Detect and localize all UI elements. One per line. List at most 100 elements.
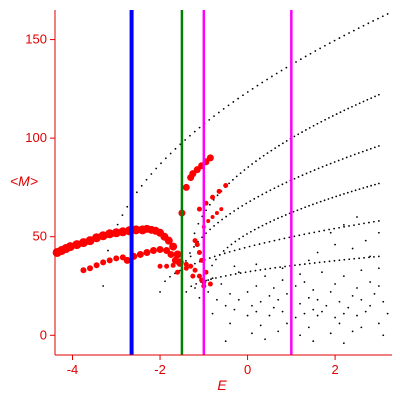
data-point	[255, 310, 258, 313]
red-data-point	[171, 256, 179, 264]
data-point	[257, 195, 260, 198]
data-point	[217, 221, 219, 224]
data-point	[304, 55, 307, 58]
red-data-point	[190, 273, 196, 279]
data-point	[366, 185, 369, 188]
data-point	[339, 111, 342, 114]
data-point	[249, 230, 252, 233]
data-point	[207, 291, 210, 293]
data-point	[259, 269, 262, 271]
data-point	[377, 255, 380, 258]
data-point	[313, 169, 316, 171]
data-point	[286, 292, 288, 295]
data-point	[102, 285, 105, 287]
red-data-point	[188, 263, 194, 269]
data-point	[294, 285, 297, 287]
data-point	[301, 174, 304, 177]
data-point	[244, 271, 247, 274]
data-point	[261, 81, 264, 84]
red-data-point	[80, 267, 87, 274]
data-point	[265, 222, 268, 225]
red-data-point	[119, 254, 126, 261]
data-point	[334, 283, 337, 285]
data-point	[223, 252, 226, 255]
data-point	[358, 223, 360, 226]
data-point	[193, 262, 196, 265]
red-data-point	[210, 194, 216, 200]
red-data-point	[113, 255, 120, 262]
data-point	[357, 27, 360, 30]
data-point	[382, 300, 385, 303]
data-point	[278, 144, 280, 147]
data-point	[237, 97, 240, 100]
data-point	[258, 243, 261, 245]
data-point	[268, 294, 271, 297]
data-point	[343, 34, 346, 37]
data-point	[272, 287, 275, 289]
data-point	[294, 264, 296, 267]
data-point	[377, 93, 380, 96]
data-point	[237, 207, 240, 210]
data-point	[348, 225, 350, 227]
data-point	[256, 84, 259, 87]
data-point	[220, 283, 223, 285]
data-point	[352, 29, 355, 32]
data-point	[349, 155, 352, 157]
data-point	[190, 285, 193, 288]
data-point	[338, 322, 341, 325]
data-point	[288, 236, 291, 239]
x-axis-label: E	[217, 377, 227, 393]
data-point	[361, 150, 364, 153]
data-point	[348, 32, 350, 34]
data-point	[338, 37, 341, 39]
red-data-point	[214, 211, 219, 216]
data-point	[185, 260, 187, 262]
red-data-point	[210, 215, 215, 219]
data-point	[313, 262, 316, 264]
data-point	[382, 334, 385, 337]
data-point	[164, 280, 166, 283]
data-point	[274, 266, 277, 269]
data-point	[372, 20, 375, 22]
data-point	[351, 247, 354, 250]
data-point	[298, 263, 301, 266]
data-point	[169, 152, 172, 155]
red-data-point	[156, 246, 164, 254]
data-point	[307, 296, 310, 299]
data-point	[327, 198, 330, 200]
red-data-point	[206, 218, 211, 223]
data-point	[353, 257, 356, 260]
data-point	[334, 243, 337, 246]
red-data-point	[100, 259, 107, 266]
data-point	[121, 214, 124, 217]
data-point	[286, 322, 288, 325]
data-point	[373, 255, 375, 258]
data-point	[270, 149, 273, 152]
data-point	[281, 310, 284, 313]
data-point	[273, 187, 276, 190]
data-point	[279, 266, 282, 269]
data-point	[277, 298, 280, 301]
data-point	[346, 191, 349, 194]
data-point	[331, 115, 334, 117]
data-point	[277, 217, 279, 220]
red-data-point	[164, 236, 173, 245]
data-point	[242, 235, 244, 238]
data-point	[342, 312, 345, 315]
data-point	[246, 314, 249, 317]
data-point	[247, 166, 250, 168]
data-point	[248, 245, 251, 248]
data-point	[155, 167, 158, 170]
data-point	[356, 216, 358, 218]
data-point	[217, 111, 220, 114]
data-point	[323, 229, 326, 232]
data-point	[321, 310, 323, 313]
data-point	[334, 316, 337, 319]
data-point	[189, 134, 191, 137]
data-point	[381, 15, 384, 18]
data-point	[373, 146, 376, 149]
data-point	[198, 296, 201, 299]
data-point	[272, 306, 275, 309]
data-point	[218, 253, 221, 256]
data-point	[258, 157, 261, 160]
